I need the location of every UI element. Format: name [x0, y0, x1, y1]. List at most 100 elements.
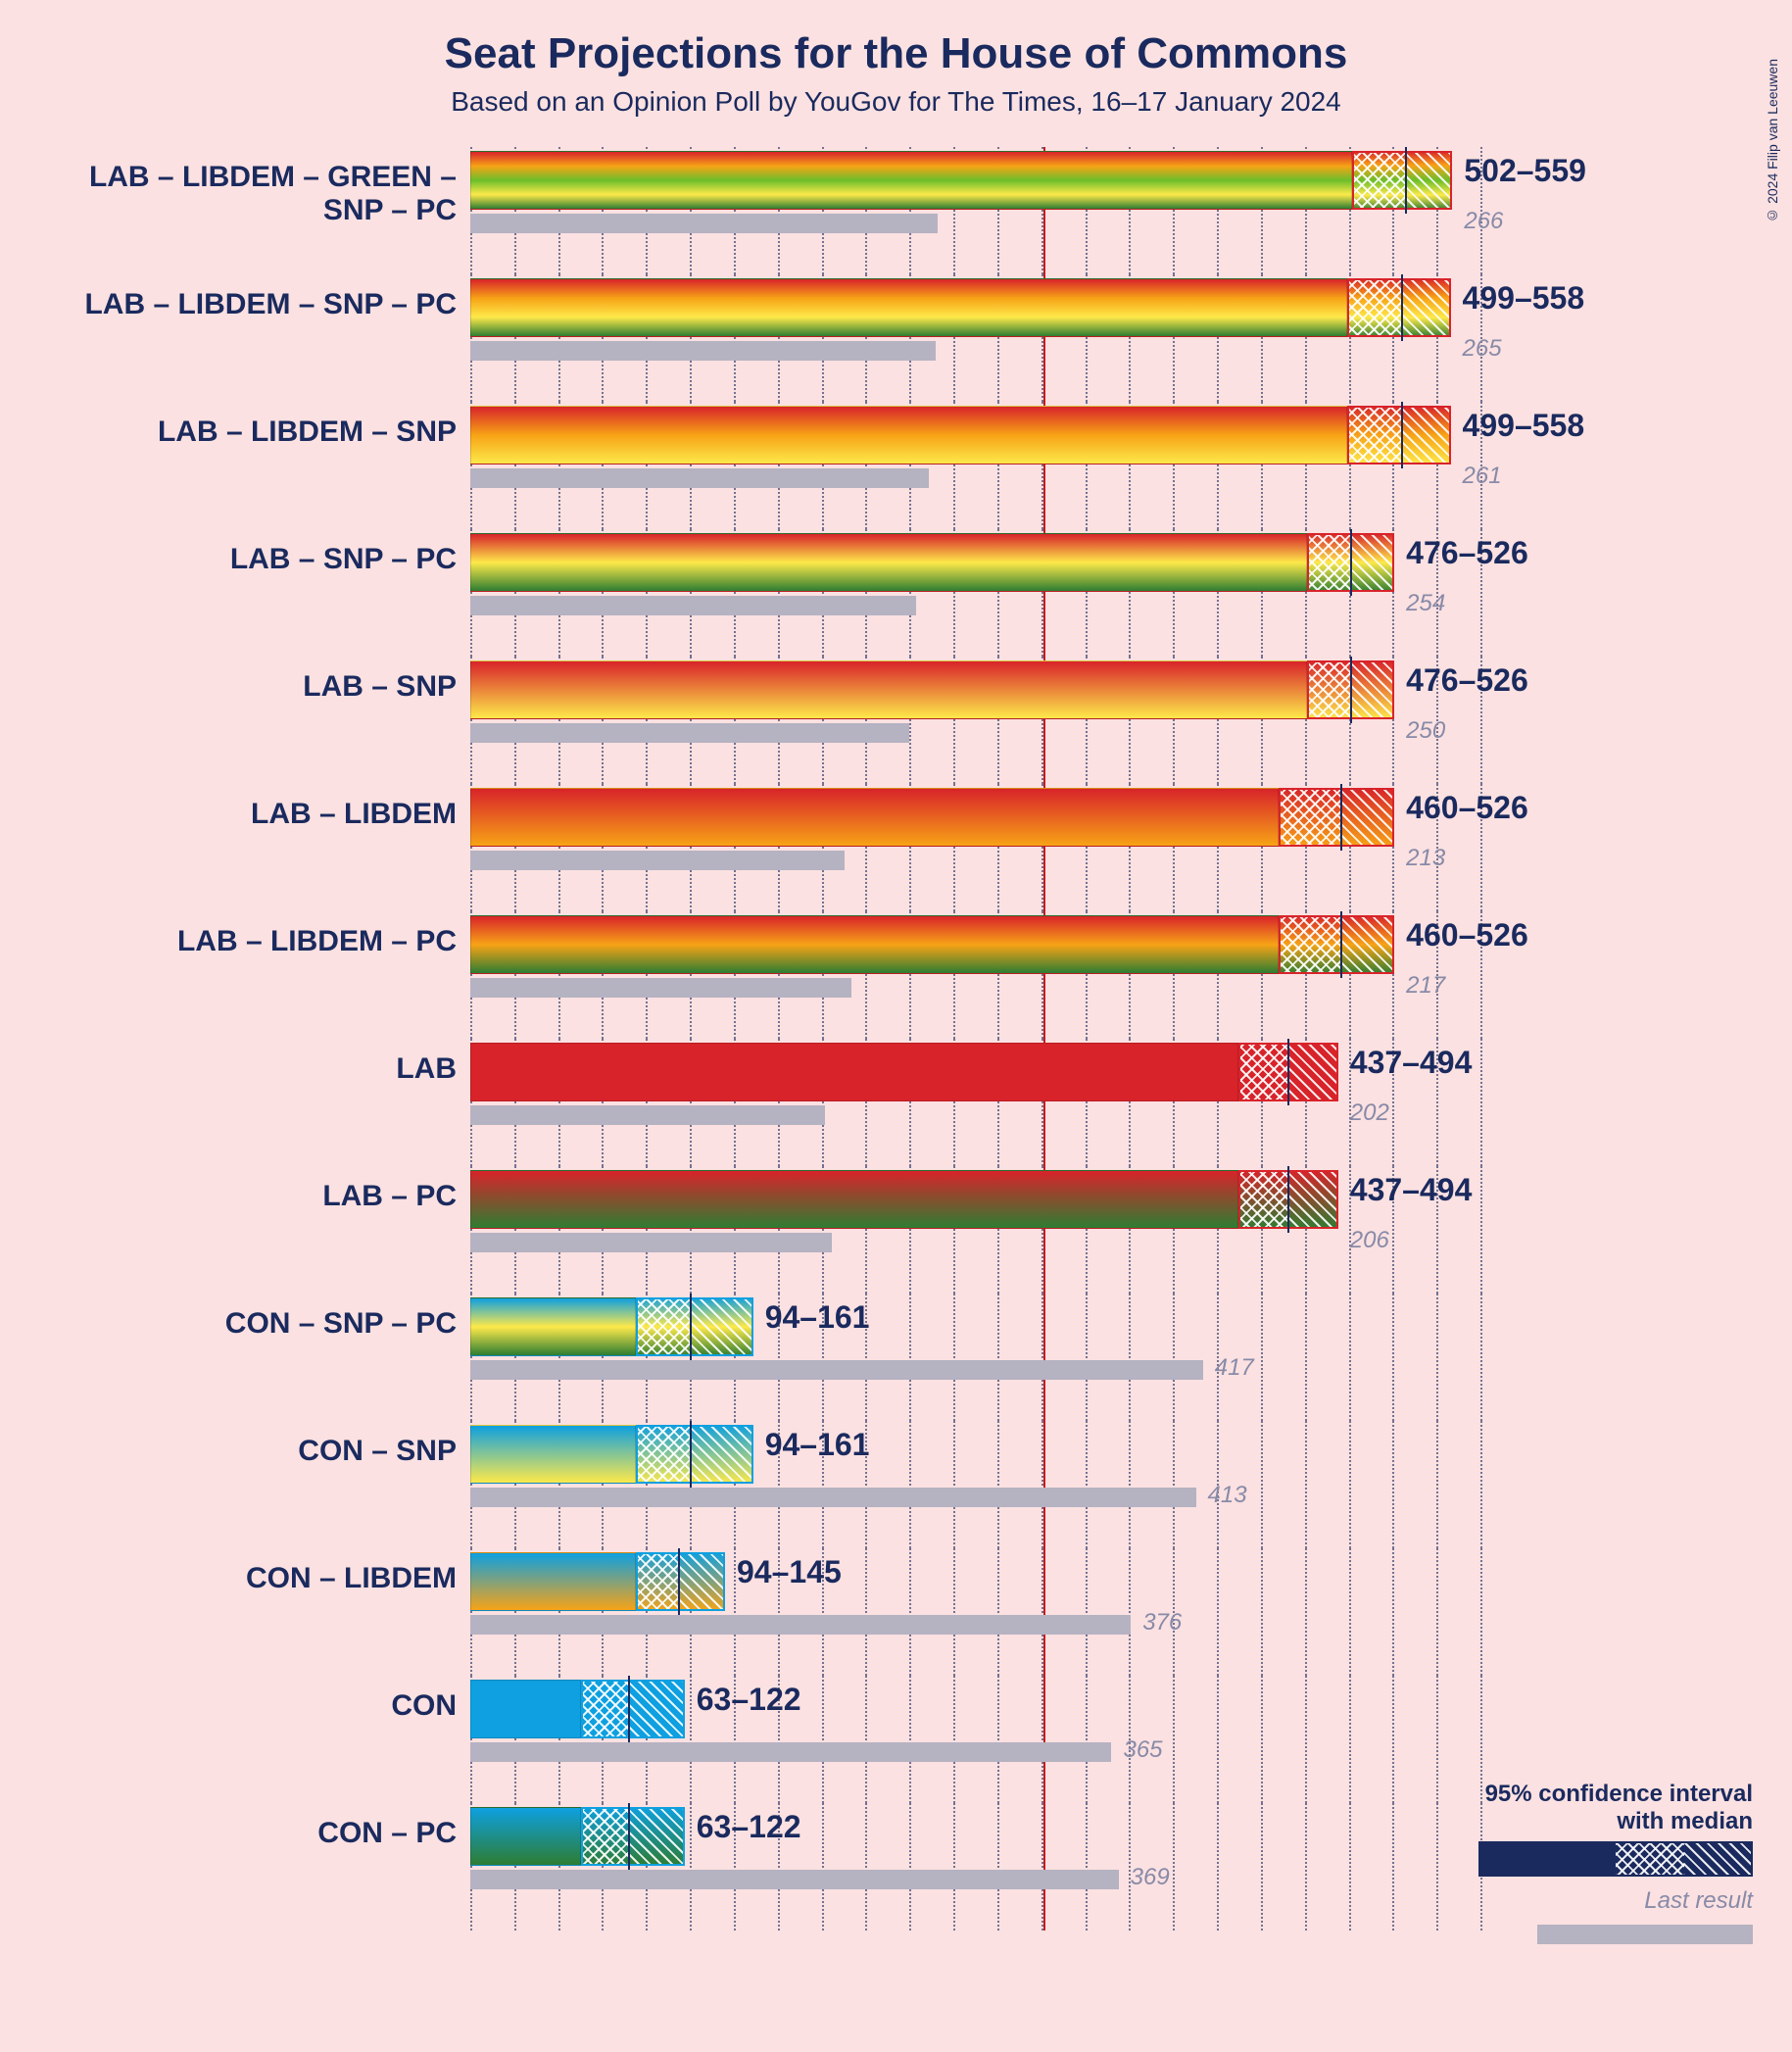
coalition-plot: 94–161 417 [470, 1294, 1489, 1421]
coalition-label: CON – SNP – PC [78, 1294, 470, 1341]
coalition-label: CON – PC [78, 1803, 470, 1850]
bar-ci-upper [1287, 1170, 1338, 1229]
bar-last-result [470, 1615, 1131, 1635]
coalition-plot: 437–494202 [470, 1039, 1489, 1166]
range-value: 94–145 [737, 1554, 842, 1590]
bar-last-result [470, 214, 938, 233]
coalition-row: CON – LIBDEM94–145376 [78, 1548, 1744, 1676]
coalition-label: CON [78, 1676, 470, 1723]
median-marker [1287, 1166, 1289, 1233]
coalition-plot: 63–122365 [470, 1676, 1489, 1803]
bar-low [470, 915, 1279, 974]
coalition-row: LAB – SNP – PC476–526254 [78, 529, 1744, 657]
range-value: 94–161 [765, 1427, 870, 1463]
coalition-plot: 63–122369 [470, 1803, 1489, 1930]
bar-ci-lower [1279, 915, 1340, 974]
bar-ci-lower [636, 1425, 691, 1484]
bar-ci-upper [678, 1552, 725, 1611]
coalition-plot: 476–526250 [470, 657, 1489, 784]
coalition-row: LAB – LIBDEM – PC460–526217 [78, 911, 1744, 1039]
bar-ci-upper [1287, 1043, 1338, 1101]
last-result-value: 265 [1463, 335, 1502, 363]
coalition-plot: 460–526217 [470, 911, 1489, 1039]
chart-subtitle: Based on an Opinion Poll by YouGov for T… [0, 86, 1792, 118]
bar-ci-lower [1238, 1043, 1287, 1101]
median-marker [1401, 402, 1403, 468]
coalition-row: LAB – SNP476–526250 [78, 657, 1744, 784]
median-marker [678, 1548, 680, 1615]
bar-ci-upper [1350, 533, 1394, 592]
bar-low [470, 1807, 581, 1866]
bar-ci-lower [1347, 278, 1402, 337]
coalition-plot: 437–494206 [470, 1166, 1489, 1294]
legend-last-label: Last result [1644, 1887, 1753, 1915]
median-marker [1287, 1039, 1289, 1105]
legend: 95% confidence interval with median Last… [1478, 1781, 1753, 1944]
range-value: 499–558 [1463, 408, 1585, 444]
median-marker [628, 1803, 630, 1870]
coalition-row: LAB437–494202 [78, 1039, 1744, 1166]
range-value: 502–559 [1464, 153, 1586, 189]
coalition-row: LAB – LIBDEM460–526213 [78, 784, 1744, 911]
bar-low [470, 788, 1279, 847]
bar-last-result [470, 1360, 1203, 1380]
median-marker [1401, 274, 1403, 341]
bar-low [470, 406, 1347, 464]
coalition-row: CON – SNP – PC 94–161 417 [78, 1294, 1744, 1421]
coalition-label: LAB – LIBDEM – SNP [78, 402, 470, 449]
last-result-value: 261 [1463, 463, 1502, 490]
coalition-label: LAB – LIBDEM [78, 784, 470, 831]
bar-ci-lower [581, 1680, 628, 1738]
coalition-row: LAB – LIBDEM – SNP 499–558 261 [78, 402, 1744, 529]
legend-line2: with median [1478, 1808, 1753, 1835]
last-result-value: 369 [1131, 1864, 1170, 1891]
coalition-row: LAB – LIBDEM – GREEN – SNP – PC502–55926… [78, 147, 1744, 274]
range-value: 476–526 [1406, 535, 1528, 571]
coalition-plot: 460–526213 [470, 784, 1489, 911]
bar-ci-lower [1352, 151, 1405, 210]
coalition-row: LAB – PC437–494206 [78, 1166, 1744, 1294]
range-value: 460–526 [1406, 790, 1528, 826]
range-value: 499–558 [1463, 280, 1585, 317]
bar-low [470, 1425, 636, 1484]
last-result-value: 417 [1215, 1354, 1254, 1382]
legend-ci-bar [1478, 1841, 1753, 1877]
bar-low [470, 1170, 1238, 1229]
coalition-label: LAB – LIBDEM – GREEN – SNP – PC [78, 147, 470, 227]
last-result-value: 217 [1406, 972, 1445, 1000]
chart-title: Seat Projections for the House of Common… [0, 29, 1792, 78]
last-result-value: 213 [1406, 845, 1445, 872]
bar-low [470, 151, 1352, 210]
range-value: 437–494 [1350, 1045, 1473, 1081]
coalition-plot: 94–161 413 [470, 1421, 1489, 1548]
bar-ci-upper [690, 1297, 753, 1356]
bar-ci-upper [1405, 151, 1452, 210]
bar-ci-upper [1401, 278, 1450, 337]
bar-ci-upper [1340, 915, 1395, 974]
bar-ci-lower [1347, 406, 1402, 464]
bar-last-result [470, 851, 845, 870]
median-marker [690, 1294, 692, 1360]
coalition-row: CON – SNP94–161413 [78, 1421, 1744, 1548]
bar-last-result [470, 341, 936, 361]
median-marker [628, 1676, 630, 1742]
bar-ci-lower [636, 1297, 691, 1356]
bar-low [470, 1297, 636, 1356]
last-result-value: 365 [1123, 1736, 1162, 1764]
range-value: 94–161 [765, 1299, 870, 1336]
bar-ci-lower [1238, 1170, 1287, 1229]
last-result-value: 254 [1406, 590, 1445, 617]
bar-last-result [470, 468, 929, 488]
bar-ci-lower [1279, 788, 1340, 847]
bar-ci-upper [1350, 660, 1394, 719]
last-result-value: 413 [1208, 1482, 1247, 1509]
coalition-label: LAB – LIBDEM – SNP – PC [78, 274, 470, 321]
coalition-plot: 94–145376 [470, 1548, 1489, 1676]
median-marker [690, 1421, 692, 1488]
bar-ci-upper [628, 1680, 684, 1738]
last-result-value: 206 [1350, 1227, 1389, 1254]
bar-last-result [470, 596, 916, 615]
coalition-label: LAB – LIBDEM – PC [78, 911, 470, 958]
bar-last-result [470, 723, 909, 743]
chart-container: © 2024 Filip van Leeuwen Seat Projection… [0, 0, 1792, 2052]
